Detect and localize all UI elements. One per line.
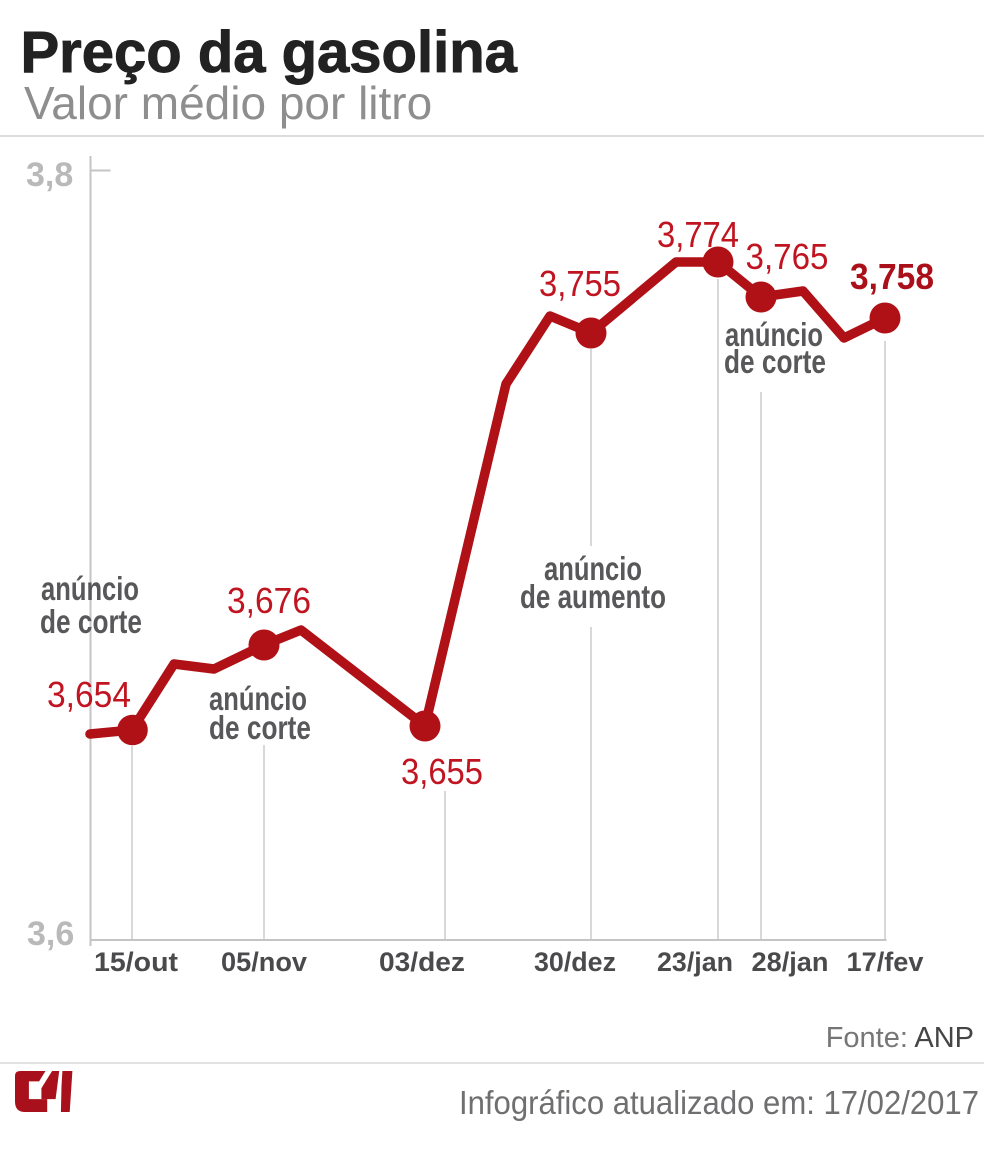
svg-text:Infográfico atualizado em: 17/: Infográfico atualizado em: 17/02/2017 bbox=[459, 1084, 979, 1121]
svg-text:3,758: 3,758 bbox=[850, 256, 934, 297]
svg-text:3,655: 3,655 bbox=[401, 751, 483, 792]
svg-text:3,654: 3,654 bbox=[47, 674, 131, 715]
svg-text:05/nov: 05/nov bbox=[221, 947, 307, 977]
svg-text:3,676: 3,676 bbox=[227, 580, 311, 621]
svg-text:anúncio: anúncio bbox=[544, 550, 642, 587]
svg-text:de corte: de corte bbox=[40, 603, 142, 640]
svg-text:15/out: 15/out bbox=[94, 947, 178, 977]
svg-text:28/jan: 28/jan bbox=[752, 947, 829, 977]
svg-text:23/jan: 23/jan bbox=[657, 947, 733, 977]
svg-text:de corte: de corte bbox=[724, 343, 826, 380]
svg-text:Preço da gasolina: Preço da gasolina bbox=[21, 20, 518, 85]
svg-text:3,8: 3,8 bbox=[26, 156, 73, 194]
svg-text:de aumento: de aumento bbox=[520, 578, 666, 615]
svg-text:Fonte: ANP: Fonte: ANP bbox=[826, 1022, 974, 1054]
svg-text:anúncio: anúncio bbox=[725, 316, 823, 353]
svg-text:de corte: de corte bbox=[209, 709, 311, 746]
svg-text:3,755: 3,755 bbox=[539, 263, 621, 304]
svg-text:30/dez: 30/dez bbox=[534, 947, 616, 977]
svg-text:Valor médio por litro: Valor médio por litro bbox=[24, 77, 432, 129]
svg-text:3,765: 3,765 bbox=[746, 236, 829, 277]
svg-text:17/fev: 17/fev bbox=[847, 947, 924, 977]
svg-text:03/dez: 03/dez bbox=[379, 947, 465, 977]
svg-text:anúncio: anúncio bbox=[209, 680, 307, 717]
svg-text:3,6: 3,6 bbox=[27, 915, 74, 953]
svg-text:3,774: 3,774 bbox=[657, 214, 739, 255]
svg-text:anúncio: anúncio bbox=[41, 570, 139, 607]
